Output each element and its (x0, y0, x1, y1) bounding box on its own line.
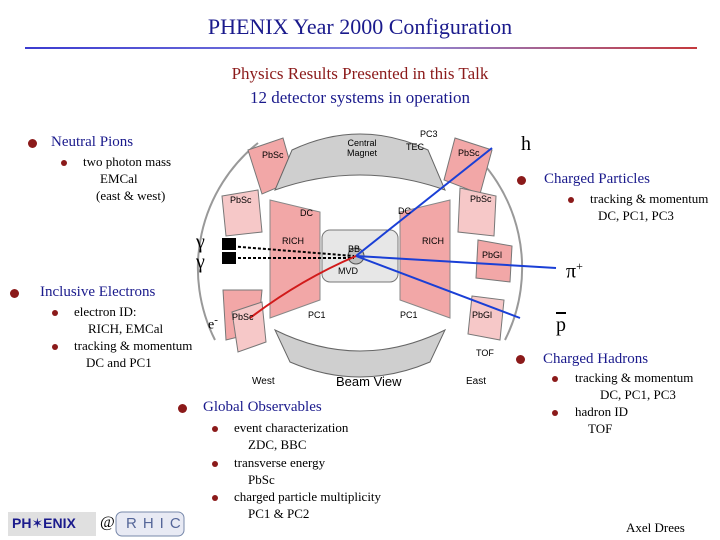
label-beam-view: Beam View (336, 374, 402, 389)
heading-charged-particles: Charged Particles (544, 171, 650, 187)
label-west: West (252, 376, 275, 387)
label-central-magnet-1: Central (347, 138, 376, 148)
text-ie-tracking: tracking & momentum (74, 338, 193, 353)
text-hadron-id: hadron ID (575, 404, 629, 419)
symbol-h: h (521, 133, 531, 155)
label-pc1-left: PC1 (308, 310, 326, 320)
label-pbsc-top-left: PbSc (262, 150, 284, 160)
bullet-multiplicity (212, 495, 218, 501)
text-emcal: EMCal (100, 171, 138, 186)
page-title: PHENIX Year 2000 Configuration (207, 14, 513, 39)
title-divider (25, 47, 697, 49)
pbsc-sector-right (457, 187, 497, 237)
bullet-ie-tracking (52, 344, 58, 350)
text-pbsc: PbSc (248, 472, 275, 487)
label-pc3: PC3 (420, 129, 438, 139)
label-dc-left: DC (300, 208, 313, 218)
label-pbgl-right: PbGl (482, 250, 502, 260)
text-rich-emcal: RICH, EMCal (88, 321, 164, 336)
photon-hit-2 (222, 252, 236, 264)
symbol-electron-sign: - (214, 314, 218, 326)
photon-hit-1 (222, 238, 236, 250)
label-central-magnet-2: Magnet (347, 148, 378, 158)
text-tof: TOF (588, 421, 613, 436)
central-magnet-top (274, 133, 446, 191)
symbol-pi-plus-sign: + (576, 259, 583, 273)
bullet-charged-particles (517, 176, 526, 185)
heading-global-observables: Global Observables (203, 399, 322, 415)
rhic-logo: RHIC (126, 515, 187, 532)
bullet-neutral-pions (28, 139, 37, 148)
text-pc1-pc2: PC1 & PC2 (248, 506, 310, 521)
label-mvd: MVD (338, 266, 359, 276)
text-transverse-energy: transverse energy (234, 455, 326, 470)
text-east-west: (east & west) (96, 188, 166, 203)
label-pbsc-left: PbSc (230, 195, 252, 205)
label-pbsc-top-right: PbSc (458, 148, 480, 158)
bullet-transverse-energy (212, 461, 218, 467)
rhic-logo-plate (115, 511, 185, 537)
phenix-logo-plate (8, 512, 96, 536)
author-name: Axel Drees (626, 520, 685, 535)
text-ch-tracking: tracking & momentum (575, 370, 694, 385)
text-zdc-bbc: ZDC, BBC (248, 437, 307, 452)
heading-neutral-pions: Neutral Pions (51, 134, 134, 150)
pbsc-sector-west-lower (231, 301, 267, 353)
subtitle-systems: 12 detector systems in operation (249, 88, 470, 107)
central-magnet-bottom (273, 328, 447, 378)
bullet-inclusive-electrons (10, 289, 19, 298)
label-rich-left: RICH (282, 236, 304, 246)
bullet-cp-tracking (568, 197, 574, 203)
text-cp-tracking: tracking & momentum (590, 191, 709, 206)
bullet-two-photon-mass (61, 160, 67, 166)
antiproton-track (355, 255, 521, 319)
text-event-characterization: event characterization (234, 420, 349, 435)
label-pbgl-bottom: PbGl (472, 310, 492, 320)
symbol-gamma-1: γ (196, 231, 205, 253)
bullet-electron-id (52, 310, 58, 316)
heading-inclusive-electrons: Inclusive Electrons (40, 284, 156, 300)
pbsc-sector-left (221, 189, 263, 237)
symbol-antiproton: p (556, 314, 566, 336)
label-east: East (466, 376, 486, 387)
electron-track (249, 255, 357, 319)
text-two-photon-mass: two photon mass (83, 154, 172, 169)
label-dc-right: DC (398, 206, 411, 216)
pbgl-sector-right (475, 239, 513, 283)
label-bb: BB (348, 244, 360, 254)
text-ch-detectors: DC, PC1, PC3 (600, 387, 676, 402)
photon-track-1 (227, 245, 355, 257)
heading-charged-hadrons: Charged Hadrons (543, 351, 649, 367)
symbol-gamma-2: γ (196, 251, 205, 273)
text-cp-detectors: DC, PC1, PC3 (598, 208, 674, 223)
label-tof: TOF (476, 348, 494, 358)
label-tec: TEC (406, 142, 425, 152)
hadron-track-h (355, 147, 493, 257)
symbol-pi-plus: π+ (566, 259, 583, 283)
bullet-ch-tracking (552, 376, 558, 382)
label-pbsc-right: PbSc (470, 194, 492, 204)
symbol-electron: e- (208, 314, 218, 333)
label-rich-right: RICH (422, 236, 444, 246)
subtitle: Physics Results Presented in this Talk (231, 64, 489, 83)
phenix-logo: PH✶ENIX (12, 515, 76, 531)
bullet-global-observables (178, 404, 187, 413)
pion-track (355, 255, 557, 269)
label-pc1-right: PC1 (400, 310, 418, 320)
text-dc-pc1: DC and PC1 (86, 355, 152, 370)
text-electron-id: electron ID: (74, 304, 137, 319)
at-symbol: @ (100, 514, 115, 531)
pbgl-sector-bottom (467, 295, 505, 341)
label-pbsc-bottom-left: PbSc (232, 312, 254, 322)
emcal-outer-arc-west (196, 142, 259, 341)
bullet-hadron-id (552, 410, 558, 416)
bullet-event-characterization (212, 426, 218, 432)
text-multiplicity: charged particle multiplicity (234, 489, 382, 504)
bullet-charged-hadrons (516, 355, 525, 364)
